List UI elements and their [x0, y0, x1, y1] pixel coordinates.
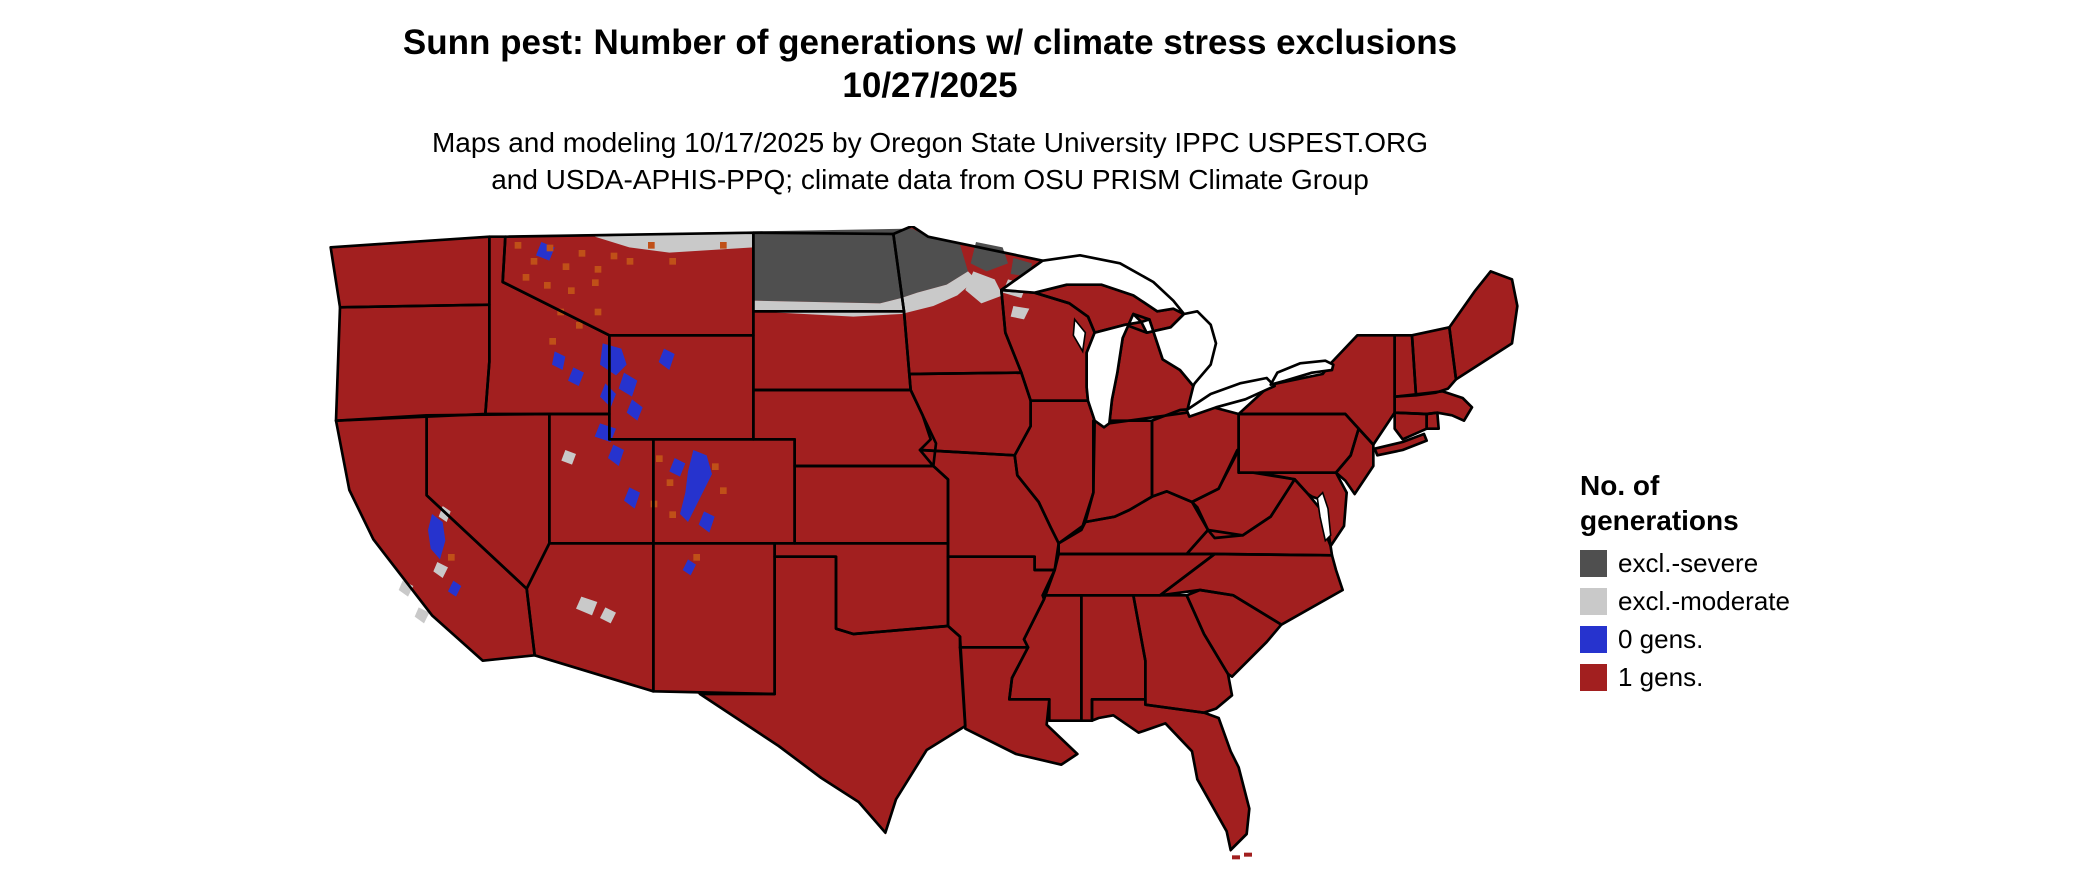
zero-gens-patch [698, 511, 715, 533]
legend-item: 1 gens. [1580, 662, 1850, 693]
legend-label: excl.-moderate [1618, 586, 1790, 616]
legend-item: excl.-moderate [1580, 586, 1850, 617]
lake-ontario [1269, 359, 1335, 386]
moderate-exclusion-patch [433, 562, 448, 578]
legend-swatch [1580, 664, 1607, 691]
state-sd [752, 310, 912, 391]
zero-gens-patch [552, 351, 566, 370]
lake-erie [1185, 376, 1276, 418]
state-or [335, 303, 491, 422]
state-pa [1237, 413, 1360, 474]
zero-gens-patch [618, 372, 638, 397]
moderate-exclusion-patch [600, 607, 616, 624]
state-nm [652, 542, 776, 695]
zero-gens-patch [624, 487, 640, 509]
moderate-exclusion-patch [1010, 306, 1030, 320]
map-attribution: Maps and modeling 10/17/2025 by Oregon S… [431, 127, 1429, 196]
moderate-exclusion-patch [576, 596, 598, 616]
state-wa [329, 235, 491, 309]
zero-gens-patch [608, 444, 624, 466]
page-title-date: 10/27/2025 [842, 65, 1018, 105]
state-ks [793, 465, 949, 545]
moderate-exclusion-fringe [753, 271, 976, 317]
lake-huron [1140, 310, 1218, 388]
zero-gens-patch [568, 367, 584, 386]
legend-label: 1 gens. [1618, 662, 1704, 692]
chesapeake-bay [1316, 491, 1332, 543]
zero-gens-patch [658, 348, 675, 370]
map-header: Sunn pest: Number of generations w/ clim… [0, 22, 1860, 199]
moderate-exclusion-patch [965, 271, 1003, 304]
green-bay [1072, 317, 1087, 354]
legend-item: excl.-severe [1580, 548, 1850, 579]
zero-gens-patch [428, 514, 446, 560]
lake-superior [999, 254, 1186, 316]
florida-keys-speck [1232, 855, 1240, 860]
zero-gens-patch [682, 559, 696, 576]
us-map-container [320, 226, 1520, 886]
zero-gens-patch [448, 580, 462, 597]
moderate-exclusion-patch [414, 607, 430, 624]
state-az [525, 542, 655, 693]
florida-keys-speck [1244, 852, 1252, 857]
legend-label: 0 gens. [1618, 624, 1704, 654]
lakes-layer [999, 254, 1335, 543]
legend-swatch [1580, 550, 1607, 577]
legend-items: excl.-severe excl.-moderate 0 gens. 1 gens. [1580, 548, 1850, 693]
moderate-exclusion-patch [561, 450, 576, 465]
lake-michigan [1085, 312, 1143, 429]
legend-title: No. of generations [1580, 470, 1739, 536]
page-title: Sunn pest: Number of generations w/ clim… [402, 23, 1458, 62]
map-legend: No. of generations excl.-severe excl.-mod… [1580, 468, 1850, 700]
orange-speckles [448, 242, 727, 561]
legend-swatch [1580, 588, 1607, 615]
moderate-exclusion-strip [594, 231, 754, 253]
us-map [329, 226, 1519, 860]
legend-label: excl.-severe [1618, 548, 1759, 578]
severe-exclusion-region [753, 228, 968, 304]
zero-gens-patch [600, 343, 627, 376]
legend-swatch [1580, 626, 1607, 653]
severe-exclusion-patch [970, 242, 1008, 272]
legend-item: 0 gens. [1580, 624, 1850, 655]
zero-gens-patch [669, 458, 686, 477]
zero-gens-patch [680, 450, 712, 522]
zero-gens-patch [626, 399, 643, 421]
